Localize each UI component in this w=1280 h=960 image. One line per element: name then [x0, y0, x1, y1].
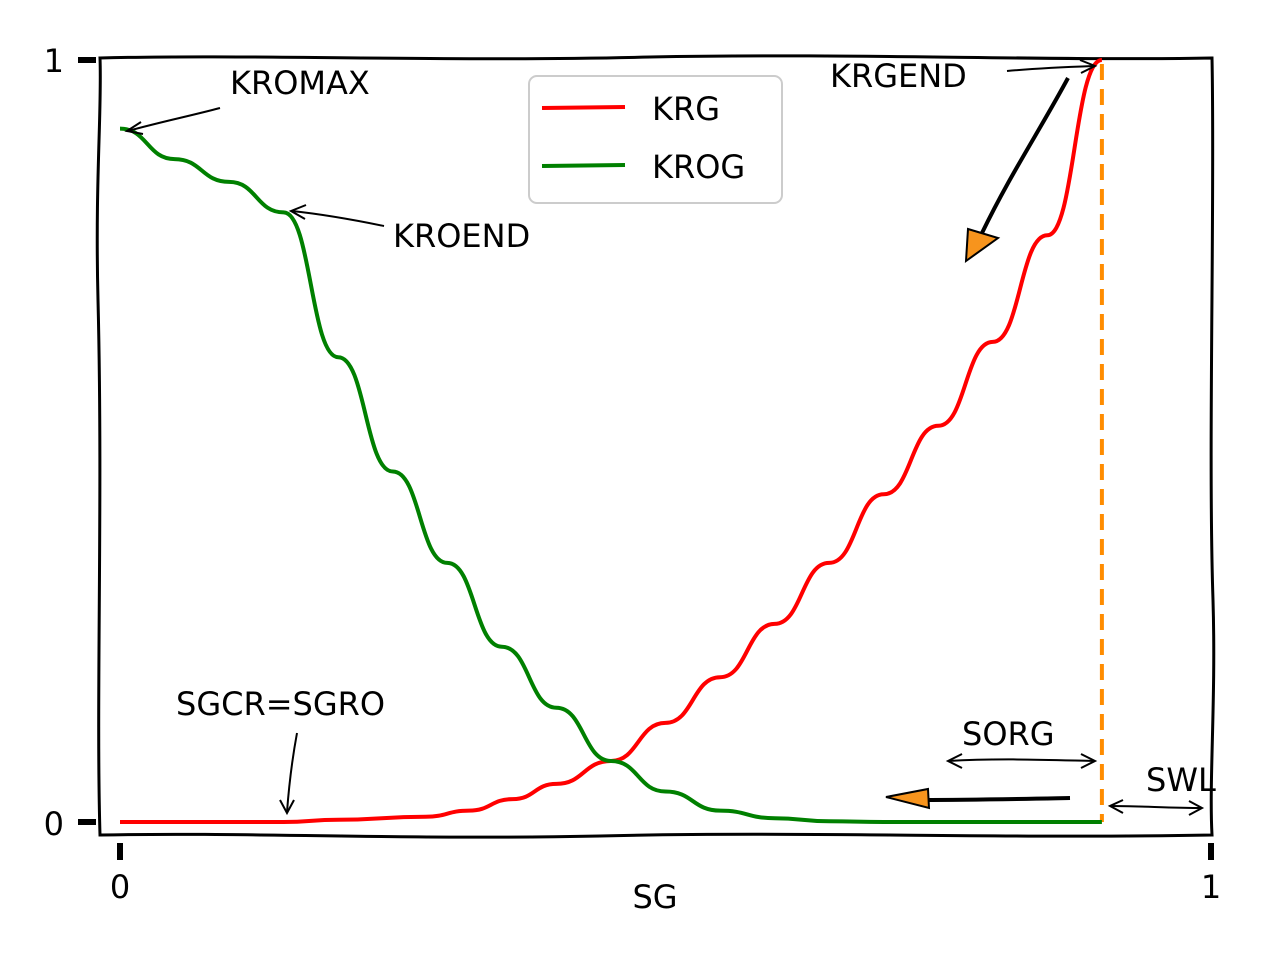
annotation-arrow-kroend [291, 210, 385, 227]
legend-label-krog: KROG [652, 148, 745, 186]
arrowhead-krgend [1079, 59, 1098, 74]
sorg-big-arrowhead [885, 787, 931, 810]
arrowhead-sgcr [279, 799, 295, 816]
annotation-sgcr: SGCR=SGRO [176, 685, 385, 723]
arrowhead-sorg-left [945, 753, 963, 769]
arrowhead-sorg-right [1080, 753, 1098, 769]
xtick-label-0: 0 [110, 868, 130, 906]
arrowhead-swl-left [1107, 799, 1124, 814]
annotation-arrow-swl [1109, 805, 1203, 809]
legend-label-krg: KRG [652, 90, 720, 128]
arrowhead-swl-right [1188, 800, 1205, 816]
annotation-swl: SWL [1146, 761, 1216, 799]
annotation-krgend: KRGEND [830, 57, 967, 95]
series-line-krog [119, 126, 1102, 824]
xtick-label-1: 1 [1201, 868, 1221, 906]
annotation-sorg: SORG [962, 715, 1055, 753]
krgend-big-arrow-shaft [980, 77, 1070, 234]
arrowhead-kromax [124, 121, 144, 135]
annotation-arrow-kromax [127, 107, 221, 132]
arrowhead-kroend [288, 204, 307, 220]
krgend-big-arrowhead [964, 227, 1001, 264]
annotation-arrow-sgcr [286, 732, 298, 813]
sorg-big-arrow-shaft [921, 796, 1071, 802]
series-line-krg [119, 58, 1103, 825]
ytick-label-1: 1 [44, 42, 64, 80]
annotation-arrow-krgend [1006, 65, 1096, 72]
plot-frame [95, 54, 1216, 839]
legend-swatch-krg [541, 105, 626, 110]
legend: KRG KROG [528, 75, 783, 204]
legend-swatch-krog [541, 163, 626, 168]
ytick-label-0: 0 [44, 805, 64, 843]
annotation-arrow-sorg [947, 758, 1096, 762]
annotation-kromax: KROMAX [230, 64, 370, 102]
x-axis-label: SG [632, 878, 677, 916]
annotation-kroend: KROEND [393, 217, 530, 255]
